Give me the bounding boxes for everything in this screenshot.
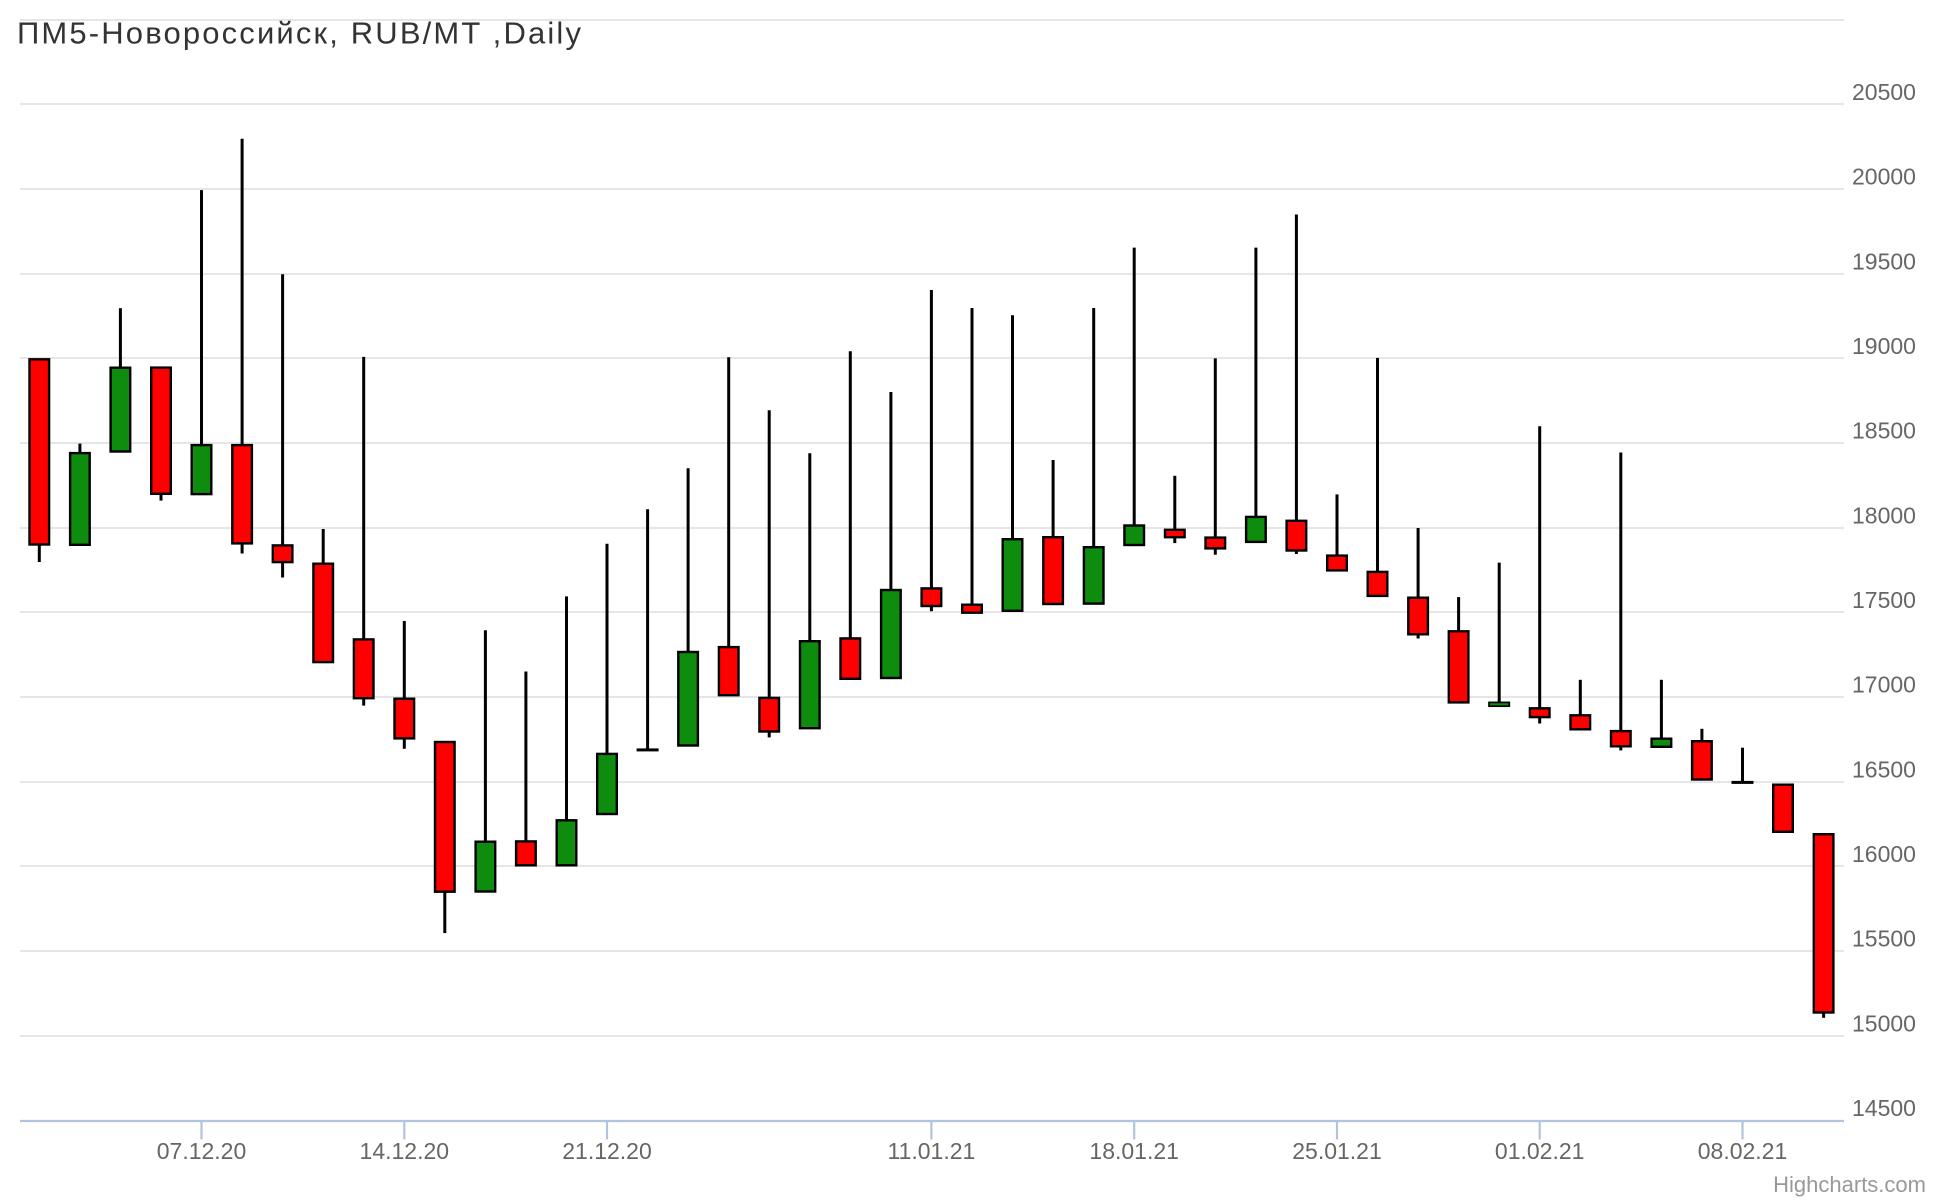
- svg-text:16500: 16500: [1852, 756, 1916, 782]
- svg-text:ПМ5-Новороссийск, RUB/MT ,Dail: ПМ5-Новороссийск, RUB/MT ,Daily: [17, 16, 583, 51]
- svg-text:15000: 15000: [1852, 1010, 1916, 1036]
- svg-text:Highcharts.com: Highcharts.com: [1773, 1172, 1926, 1197]
- svg-text:01.02.21: 01.02.21: [1495, 1138, 1585, 1164]
- svg-text:18.01.21: 18.01.21: [1089, 1138, 1179, 1164]
- svg-text:19000: 19000: [1852, 333, 1916, 359]
- svg-text:21.12.20: 21.12.20: [562, 1138, 652, 1164]
- svg-text:19500: 19500: [1852, 248, 1916, 274]
- svg-text:18500: 18500: [1852, 418, 1916, 444]
- svg-text:16000: 16000: [1852, 841, 1916, 867]
- svg-text:11.01.21: 11.01.21: [887, 1138, 975, 1164]
- svg-text:07.12.20: 07.12.20: [157, 1138, 247, 1164]
- svg-text:14.12.20: 14.12.20: [360, 1138, 450, 1164]
- svg-text:08.02.21: 08.02.21: [1698, 1138, 1788, 1164]
- svg-text:20000: 20000: [1852, 164, 1916, 190]
- svg-text:17000: 17000: [1852, 672, 1916, 698]
- svg-text:15500: 15500: [1852, 926, 1916, 952]
- svg-text:18000: 18000: [1852, 502, 1916, 528]
- svg-text:20500: 20500: [1852, 79, 1916, 105]
- svg-text:14500: 14500: [1852, 1095, 1916, 1121]
- svg-text:25.01.21: 25.01.21: [1292, 1138, 1382, 1164]
- svg-text:17500: 17500: [1852, 587, 1916, 613]
